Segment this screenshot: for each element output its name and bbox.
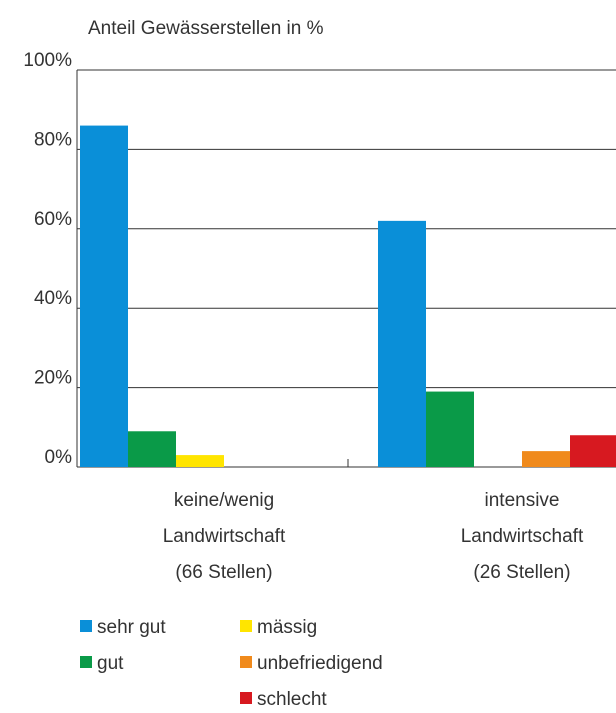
x-tick-label: (66 Stellen) [175,562,272,583]
legend-swatch [240,692,252,704]
x-tick-label: Landwirtschaft [163,526,286,547]
y-tick-label: 0% [45,447,73,468]
axis-title: Anteil Gewässerstellen in % [88,18,324,39]
bar [128,431,176,467]
legend-label: unbefriedigend [257,653,383,674]
legend-label: schlecht [257,689,327,710]
y-tick-label: 60% [34,209,72,230]
bar [80,125,128,467]
legend-swatch [80,620,92,632]
bar [570,435,616,467]
x-tick-label: keine/wenig [174,490,274,511]
y-tick-label: 20% [34,368,72,389]
y-tick-label: 40% [34,288,72,309]
legend-label: sehr gut [97,617,166,638]
y-tick-label: 80% [34,129,72,150]
legend-swatch [240,620,252,632]
legend-label: gut [97,653,124,674]
legend-swatch [80,656,92,668]
bar [176,455,224,467]
bar [522,451,570,467]
legend-label: mässig [257,617,317,638]
y-tick-label: 100% [23,50,72,71]
x-tick-label: intensive [485,490,560,511]
bar [378,220,426,467]
x-tick-label: (26 Stellen) [473,562,570,583]
bar [426,391,474,467]
legend-swatch [240,656,252,668]
x-tick-label: Landwirtschaft [461,526,584,547]
